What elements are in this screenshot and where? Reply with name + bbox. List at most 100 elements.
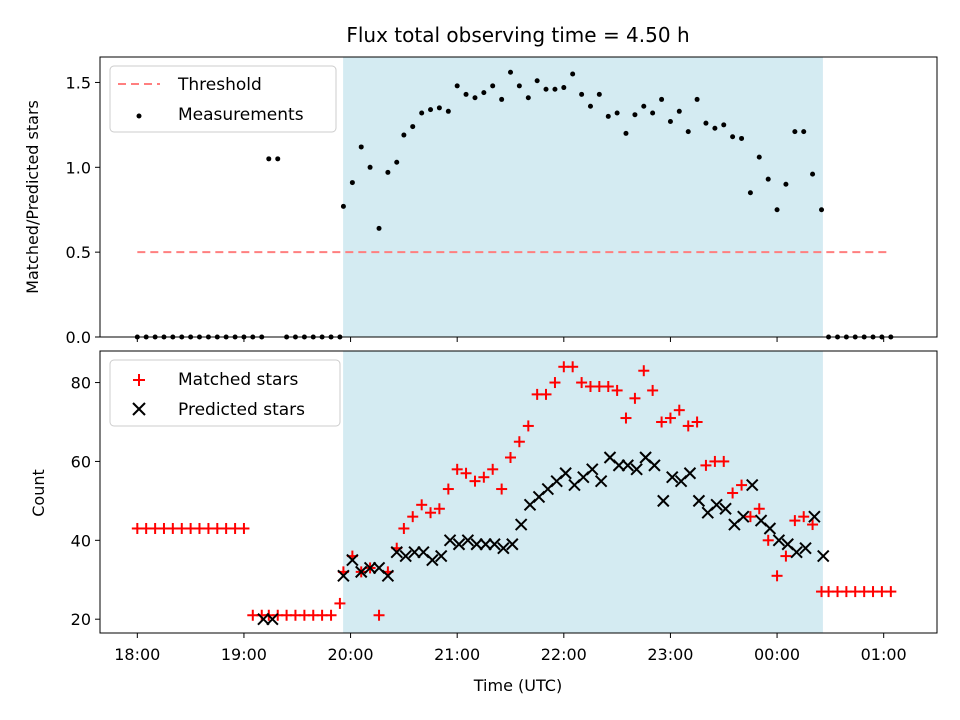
bottom-x-ticks: 18:00 19:00 20:00 21:00 22:00 23:00 00:00 01:00 bbox=[114, 633, 907, 664]
measurement-point bbox=[596, 91, 602, 97]
measurement-point bbox=[730, 134, 736, 140]
predicted-star-point bbox=[594, 474, 608, 488]
predicted-star-point bbox=[497, 541, 510, 555]
measurement-point bbox=[340, 203, 346, 209]
predicted-star-point bbox=[719, 502, 732, 515]
predicted-star-point bbox=[346, 553, 359, 567]
y-tick-label: 80 bbox=[71, 374, 91, 393]
x-tick-label: 20:00 bbox=[328, 645, 374, 664]
matched-star-point bbox=[602, 380, 614, 392]
predicted-star-point bbox=[355, 565, 368, 579]
measurement-point bbox=[490, 83, 496, 89]
measurement-point bbox=[685, 129, 691, 135]
measurement-point bbox=[445, 108, 451, 114]
predicted-star-point bbox=[621, 459, 634, 472]
predicted-star-point bbox=[746, 478, 759, 492]
matched-star-point bbox=[425, 507, 437, 519]
y-tick-label: 40 bbox=[71, 531, 91, 550]
top-axes-frame bbox=[99, 56, 938, 338]
matched-star-point bbox=[885, 586, 897, 598]
x-tick-label: 23:00 bbox=[647, 645, 693, 664]
matched-star-point bbox=[736, 479, 748, 491]
matched-star-point bbox=[664, 412, 676, 424]
x-tick-label: 22:00 bbox=[541, 645, 587, 664]
predicted-star-point bbox=[506, 538, 519, 551]
top-panel: 0.0 0.5 1.0 1.5 Flux total observing time =… bbox=[23, 23, 938, 347]
matched-star-point bbox=[540, 388, 552, 400]
matched-star-point bbox=[611, 384, 623, 396]
predicted-star-point bbox=[390, 545, 403, 559]
measurement-point bbox=[739, 135, 745, 141]
measurement-point bbox=[765, 176, 771, 182]
matched-star-point bbox=[416, 499, 428, 511]
predicted-star-point bbox=[692, 494, 706, 508]
matched-star-point bbox=[433, 503, 445, 515]
matched-star-point bbox=[334, 597, 346, 609]
bottom-y-ticks: 20 40 60 80 bbox=[71, 374, 100, 629]
measurement-point bbox=[516, 83, 522, 89]
predicted-star-point bbox=[799, 541, 812, 555]
measurement-point bbox=[641, 103, 647, 109]
measurement-point bbox=[525, 95, 531, 101]
predicted-star-point bbox=[363, 561, 377, 575]
matched-star-point bbox=[442, 483, 454, 495]
matched-star-point bbox=[373, 609, 385, 621]
matched-star-point bbox=[656, 416, 668, 428]
matched-star-point bbox=[780, 550, 792, 562]
measurement-point bbox=[463, 91, 469, 97]
measurement-point bbox=[481, 90, 487, 96]
matched-star-point bbox=[451, 463, 463, 475]
predicted-star-point bbox=[612, 459, 626, 472]
measurement-point bbox=[703, 120, 709, 126]
x-tick-label: 00:00 bbox=[754, 645, 800, 664]
predicted-star-point bbox=[443, 534, 457, 547]
measurement-point bbox=[534, 78, 540, 84]
measurement-point bbox=[667, 118, 673, 124]
predicted-star-point bbox=[648, 459, 661, 472]
measurement-point bbox=[819, 207, 825, 213]
top-y-ticks: 0.0 0.5 1.0 1.5 bbox=[66, 73, 100, 347]
measurement-point bbox=[747, 190, 753, 196]
matched-star-point bbox=[549, 377, 561, 389]
predicted-star-point bbox=[479, 538, 492, 551]
predicted-star-point bbox=[381, 569, 395, 583]
bottom-axes-frame bbox=[99, 350, 938, 634]
matched-star-point bbox=[727, 487, 739, 499]
measurement-point bbox=[579, 91, 585, 97]
measurement-point bbox=[774, 207, 780, 213]
measurement-point bbox=[428, 107, 434, 113]
matched-star-point bbox=[700, 459, 712, 471]
matched-star-point bbox=[478, 471, 490, 483]
measurement-point bbox=[472, 95, 478, 101]
bottom-legend: Matched stars Predicted stars bbox=[109, 359, 341, 427]
predicted-star-point bbox=[426, 553, 439, 567]
matched-star-point bbox=[638, 365, 650, 377]
matched-star-point bbox=[647, 384, 659, 396]
measurement-point bbox=[623, 130, 629, 136]
predicted-star-point bbox=[630, 463, 643, 476]
y-tick-label: 20 bbox=[71, 610, 91, 629]
measurement-point bbox=[659, 96, 665, 102]
matched-star-point bbox=[718, 455, 730, 467]
predicted-star-point bbox=[666, 471, 679, 484]
measurement-points bbox=[134, 69, 894, 340]
x-tick-label: 19:00 bbox=[221, 645, 267, 664]
measurement-point bbox=[783, 181, 789, 187]
y-tick-label: 1.0 bbox=[66, 158, 91, 177]
predicted-star-point bbox=[257, 612, 270, 626]
matched-star-point bbox=[682, 420, 694, 432]
predicted-star-point bbox=[488, 538, 501, 551]
x-tick-label: 18:00 bbox=[114, 645, 160, 664]
predicted-star-point bbox=[772, 534, 786, 547]
measurement-point bbox=[694, 96, 700, 102]
matched-star-point bbox=[762, 534, 774, 546]
measurement-point bbox=[650, 110, 656, 116]
matched-star-point bbox=[798, 511, 810, 523]
matched-star-point bbox=[238, 522, 250, 534]
matched-star-point bbox=[771, 570, 783, 582]
predicted-star-point bbox=[808, 510, 821, 523]
measurement-point bbox=[436, 105, 442, 111]
matched-star-point bbox=[496, 483, 508, 495]
matched-star-point bbox=[691, 416, 703, 428]
measurement-point bbox=[508, 69, 514, 75]
